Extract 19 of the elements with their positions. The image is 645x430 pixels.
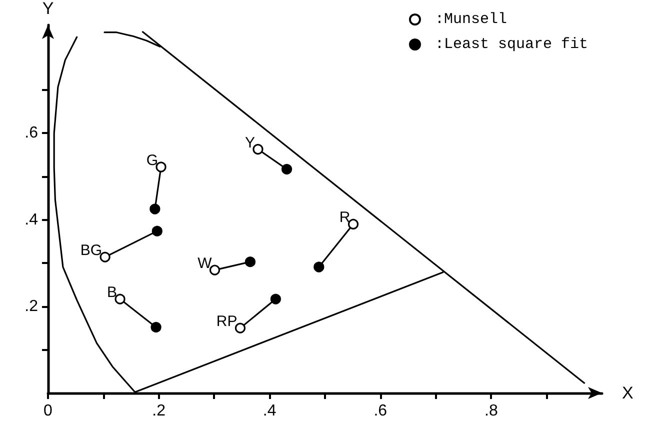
annotation: R (339, 209, 350, 226)
y-axis-title: Y (42, 0, 54, 18)
x-tick-label: .8 (484, 402, 498, 420)
annotation: G (146, 152, 158, 170)
annotation: W (198, 255, 213, 272)
y-tick-label: .2 (24, 298, 38, 315)
x-tick-label: .2 (152, 402, 166, 420)
annotation: Y (244, 134, 255, 152)
legend-label: :Munsell (434, 11, 507, 28)
x-tick-label: .4 (262, 402, 276, 420)
annotation: B (107, 284, 118, 302)
legend-label: :Least square fit (434, 36, 588, 53)
x-tick-label: .6 (374, 402, 388, 420)
annotation: BG (80, 242, 102, 260)
y-tick-label: .6 (24, 124, 38, 142)
y-tick-label: .4 (24, 211, 38, 228)
x-axis-title: X (622, 384, 634, 402)
annotation: RP (216, 313, 238, 330)
x-tick-label: 0 (44, 402, 53, 420)
